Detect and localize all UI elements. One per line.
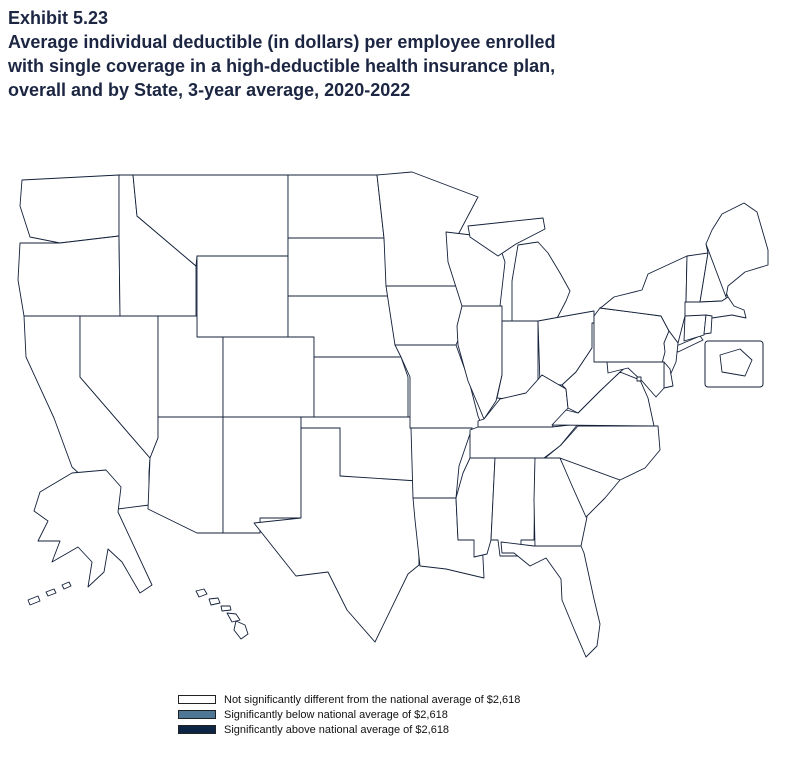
state-arkansas (410, 427, 473, 499)
state-district-of-columbia-inset (719, 348, 753, 377)
legend-label-below: Significantly below national average of … (224, 708, 448, 721)
state-alabama (490, 457, 536, 557)
state-kansas (313, 356, 409, 418)
state-florida (500, 541, 601, 658)
legend-swatch-above (178, 725, 216, 734)
state-new-mexico (222, 416, 302, 534)
legend-row-above: Significantly above national average of … (178, 722, 520, 737)
state-hawaii-oahu (208, 597, 221, 606)
legend-label-above: Significantly above national average of … (224, 723, 450, 736)
title-line-3: overall and by State, 3-year average, 20… (8, 80, 411, 100)
state-michigan-lower-peninsula (511, 241, 571, 323)
state-hawaii-kauai (195, 588, 208, 598)
title-line-1: Average individual deductible (in dollar… (8, 32, 556, 52)
state-washington (19, 174, 120, 244)
state-alaska-aleutian-island (45, 588, 57, 597)
state-iowa (385, 285, 468, 346)
state-colorado (222, 336, 315, 418)
state-alaska (33, 469, 153, 594)
state-hawaii-molokai (220, 605, 232, 612)
state-connecticut (683, 314, 707, 342)
state-south-dakota (287, 237, 390, 297)
state-district-of-columbia-dot (636, 376, 642, 382)
legend-label-not-significant: Not significantly different from the nat… (224, 693, 521, 706)
state-maine (705, 202, 769, 298)
state-hawaii-big-island (233, 620, 249, 640)
legend-row-not-significant: Not significantly different from the nat… (178, 692, 520, 707)
state-arizona (147, 416, 224, 534)
state-alaska-aleutian-island (61, 581, 72, 590)
map-legend: Not significantly different from the nat… (178, 692, 520, 737)
legend-row-below: Significantly below national average of … (178, 707, 520, 722)
state-pennsylvania (593, 307, 670, 363)
legend-swatch-not-significant (178, 695, 216, 704)
state-alaska-aleutian-island (27, 595, 41, 606)
state-wyoming (196, 255, 289, 338)
exhibit-title: Average individual deductible (in dollar… (8, 30, 555, 102)
state-north-carolina (544, 425, 661, 481)
state-maryland (606, 361, 665, 398)
state-north-dakota (287, 174, 385, 239)
state-hawaii-maui (226, 612, 241, 623)
title-line-2: with single coverage in a high-deductibl… (8, 56, 556, 76)
state-michigan-upper-peninsula (467, 217, 546, 257)
exhibit-header: Exhibit 5.23 Average individual deductib… (8, 6, 555, 102)
legend-swatch-below (178, 710, 216, 719)
state-texas (253, 427, 420, 643)
exhibit-number: Exhibit 5.23 (8, 8, 109, 28)
state-oregon (17, 235, 121, 317)
state-rhode-island (703, 314, 713, 335)
